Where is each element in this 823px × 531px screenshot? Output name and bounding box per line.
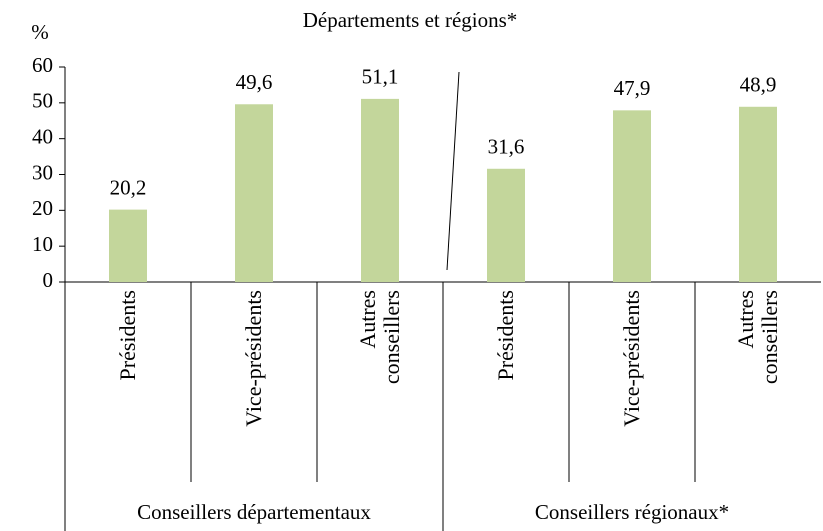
data-label: 20,2 <box>110 175 147 199</box>
chart-title: Départements et régions* <box>303 8 518 32</box>
x-tick-label: Vice-présidents <box>619 290 644 427</box>
data-label: 48,9 <box>740 73 777 97</box>
x-tick-label: Présidents <box>493 290 518 381</box>
bar <box>235 104 273 283</box>
bar <box>739 106 777 283</box>
x-tick-label: Autres conseillers <box>355 290 404 385</box>
y-tick-label: 60 <box>32 53 53 77</box>
y-tick-label: 20 <box>32 196 53 220</box>
x-tick-label: Vice-présidents <box>241 290 266 427</box>
y-tick-label: 40 <box>32 124 53 148</box>
data-label: 47,9 <box>614 76 651 100</box>
y-tick-label: 30 <box>32 160 53 184</box>
bar <box>487 168 525 282</box>
bar <box>613 110 651 282</box>
plot-divider <box>446 71 460 271</box>
group-label: Conseillers départementaux <box>137 500 371 524</box>
y-tick-label: 10 <box>32 232 53 256</box>
y-axis-label: % <box>31 20 49 44</box>
bar <box>109 209 147 282</box>
bar <box>361 98 399 283</box>
data-label: 31,6 <box>488 135 525 159</box>
x-tick-label: Présidents <box>115 290 140 381</box>
data-label: 49,6 <box>236 70 273 94</box>
y-tick-label: 0 <box>43 268 54 292</box>
group-label: Conseillers régionaux* <box>535 500 729 524</box>
y-tick-label: 50 <box>32 89 53 113</box>
x-tick-label: Autres conseillers <box>733 290 782 385</box>
data-label: 51,1 <box>362 65 399 89</box>
